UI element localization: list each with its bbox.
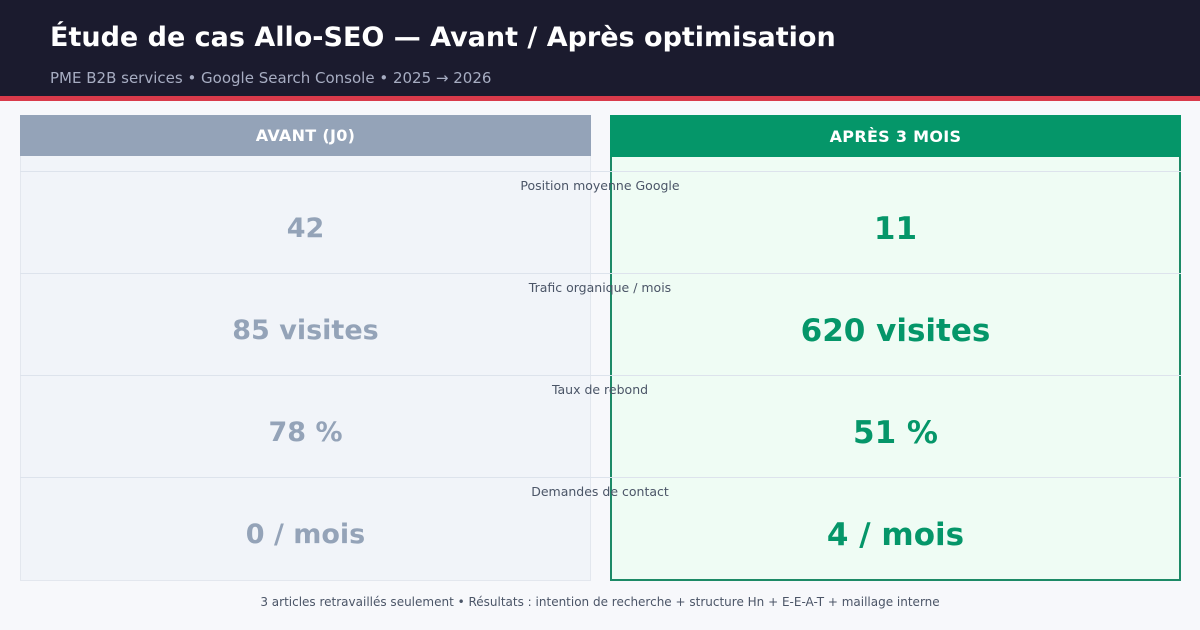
metric-after-bounce: 51 %: [853, 415, 938, 451]
page-title: Étude de cas Allo-SEO — Avant / Après op…: [50, 22, 836, 53]
after-column-header: APRÈS 3 MOIS: [610, 115, 1181, 157]
footer-note: 3 articles retravaillés seulement • Résu…: [260, 595, 940, 609]
metric-after-position: 11: [873, 211, 918, 247]
metric-before-traffic: 85 visites: [232, 315, 379, 346]
metric-label-contacts: Demandes de contact: [531, 484, 669, 499]
row-divider: [20, 477, 1181, 478]
page-subtitle: PME B2B services • Google Search Console…: [50, 69, 492, 87]
metric-before-bounce: 78 %: [268, 417, 343, 448]
header-accent-bar: [0, 96, 1200, 101]
metric-after-contacts: 4 / mois: [826, 517, 965, 553]
metric-after-traffic: 620 visites: [800, 313, 991, 349]
metric-label-position: Position moyenne Google: [520, 178, 680, 193]
row-divider: [20, 273, 1181, 274]
before-column-header: AVANT (J0): [20, 115, 591, 156]
metric-label-bounce: Taux de rebond: [551, 382, 649, 397]
row-divider: [20, 375, 1181, 376]
metric-before-position: 42: [286, 213, 325, 244]
header-banner: Étude de cas Allo-SEO — Avant / Après op…: [0, 0, 1200, 96]
row-divider: [20, 171, 1181, 172]
metric-before-contacts: 0 / mois: [245, 519, 366, 550]
metric-label-traffic: Trafic organique / mois: [528, 280, 672, 295]
after-column: APRÈS 3 MOIS: [610, 115, 1181, 581]
before-column: AVANT (J0): [20, 115, 591, 581]
